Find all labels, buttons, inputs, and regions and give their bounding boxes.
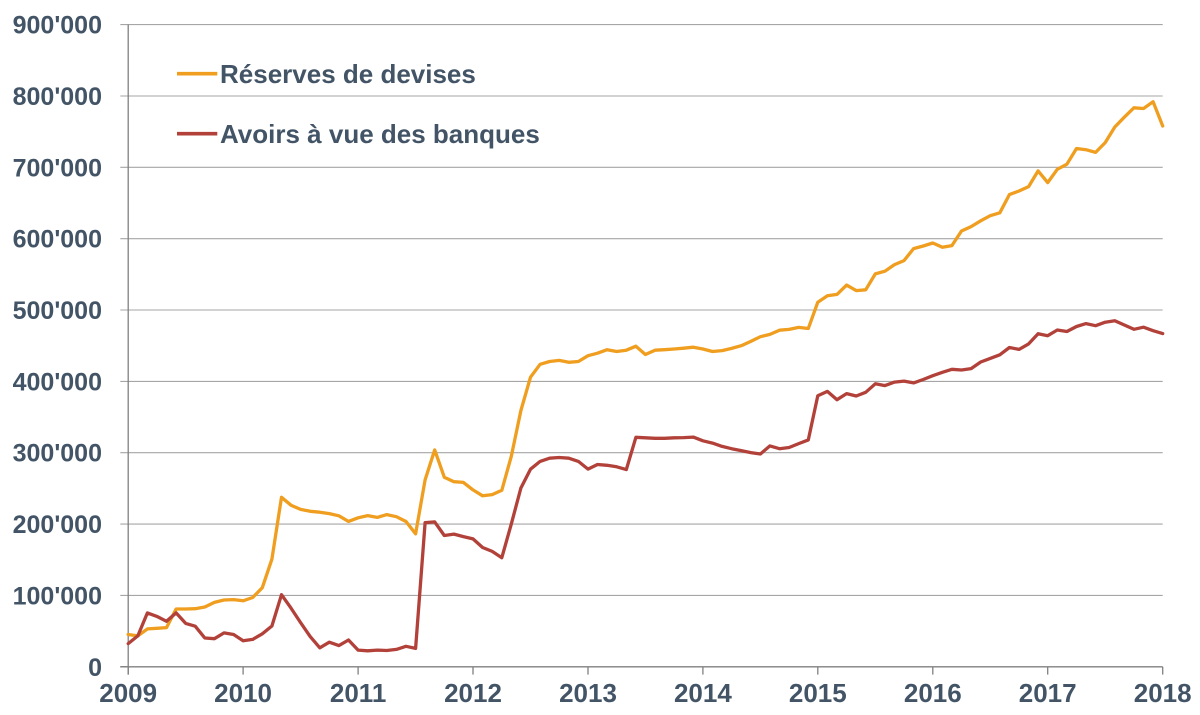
svg-text:2017: 2017 <box>1019 678 1077 708</box>
svg-text:100'000: 100'000 <box>13 582 102 610</box>
svg-text:2016: 2016 <box>904 678 962 708</box>
svg-text:900'000: 900'000 <box>13 12 102 40</box>
svg-text:2012: 2012 <box>444 678 502 708</box>
svg-text:2018: 2018 <box>1134 678 1192 708</box>
svg-text:500'000: 500'000 <box>13 297 102 325</box>
svg-text:2015: 2015 <box>789 678 847 708</box>
svg-text:Avoirs à vue des banques: Avoirs à vue des banques <box>220 119 540 149</box>
svg-text:200'000: 200'000 <box>13 511 102 539</box>
svg-text:600'000: 600'000 <box>13 226 102 254</box>
svg-text:700'000: 700'000 <box>13 154 102 182</box>
svg-text:2009: 2009 <box>99 678 157 708</box>
svg-text:0: 0 <box>88 654 102 682</box>
svg-text:Réserves de devises: Réserves de devises <box>220 59 476 89</box>
svg-text:2010: 2010 <box>214 678 272 708</box>
svg-text:400'000: 400'000 <box>13 368 102 396</box>
svg-text:2014: 2014 <box>674 678 732 708</box>
svg-text:2013: 2013 <box>559 678 617 708</box>
svg-text:800'000: 800'000 <box>13 83 102 111</box>
svg-text:300'000: 300'000 <box>13 440 102 468</box>
svg-text:2011: 2011 <box>330 678 386 708</box>
